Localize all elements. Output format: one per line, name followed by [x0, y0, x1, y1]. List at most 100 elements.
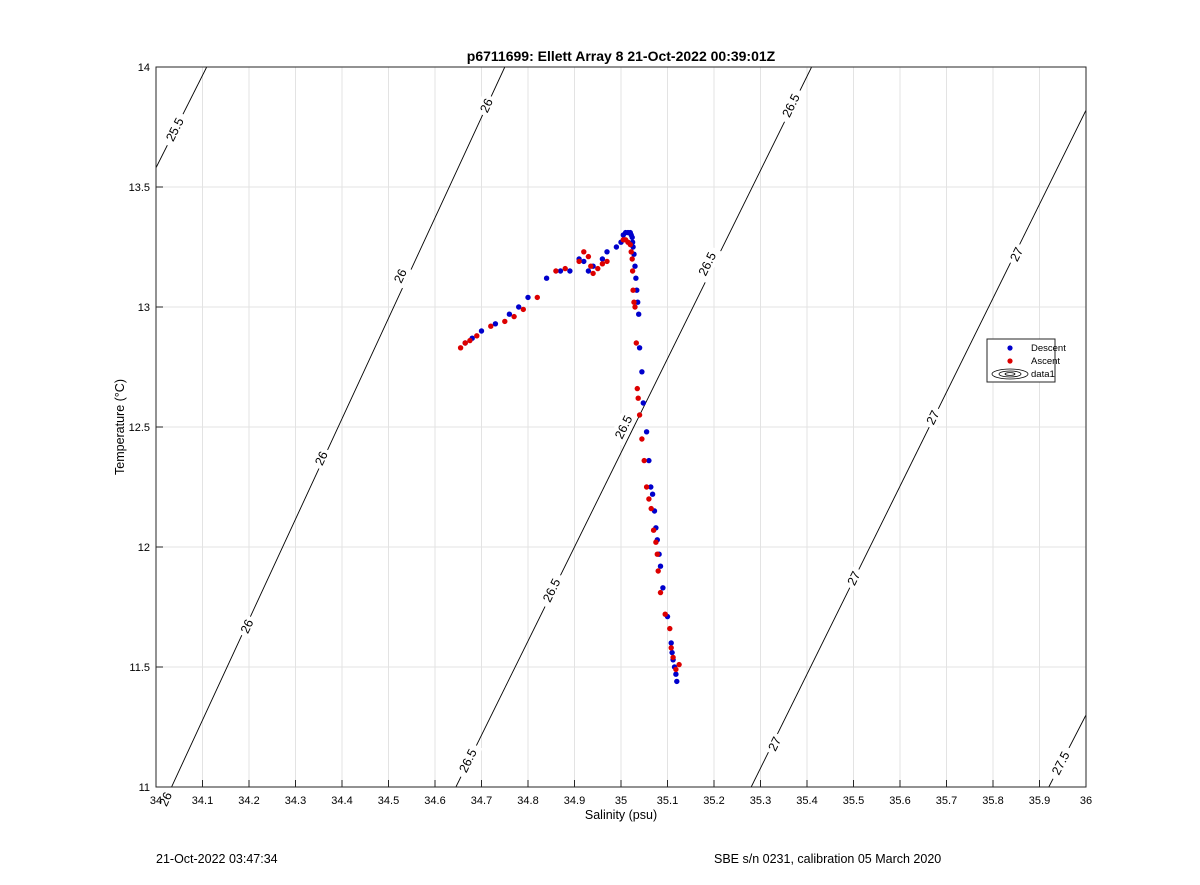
- y-axis-label: Temperature (°C): [113, 379, 127, 475]
- contour-label: 27: [762, 731, 787, 757]
- descent-point: [674, 678, 680, 685]
- x-tick-label: 35.8: [982, 795, 1003, 807]
- ascent-point: [630, 287, 636, 293]
- contour-label-text: 27: [845, 569, 864, 588]
- contour-label-bg: [692, 244, 722, 283]
- y-tick-label: 12.5: [129, 422, 150, 434]
- ascent-point: [511, 313, 517, 320]
- ascent-point: [628, 249, 634, 255]
- descent-point: [648, 484, 654, 490]
- contour-label-bg: [235, 613, 259, 639]
- legend-ascent-marker: [1007, 358, 1013, 364]
- ascent-point: [534, 294, 540, 301]
- ascent-point: [633, 340, 639, 346]
- x-tick-label: 34.2: [238, 795, 259, 807]
- ascent-point: [562, 265, 568, 272]
- ascent-point: [639, 436, 645, 442]
- contour-label-bg: [159, 110, 190, 149]
- ascent-point: [670, 654, 676, 661]
- ascent-point: [636, 412, 643, 418]
- footer-timestamp: 21-Oct-2022 03:47:34: [156, 852, 278, 866]
- x-tick-label: 34.9: [564, 795, 585, 807]
- descent-point: [634, 287, 640, 293]
- ascent-point: [620, 237, 626, 243]
- ascent-point: [676, 661, 682, 668]
- ascent-point: [646, 496, 652, 502]
- ascent-point: [629, 268, 636, 274]
- x-tick-label: 35.2: [703, 795, 724, 807]
- contour-label-bg: [309, 445, 333, 471]
- x-tick-label: 35.1: [657, 795, 678, 807]
- ascent-point: [654, 551, 660, 557]
- ascent-point: [653, 539, 659, 545]
- descent-point: [585, 268, 592, 274]
- x-tick-label: 35.9: [1029, 795, 1050, 807]
- contour-label-text: 26: [156, 790, 175, 809]
- ascent-point: [581, 249, 587, 255]
- ascent-point: [629, 256, 635, 262]
- legend-contour-icon: [991, 368, 1029, 380]
- descent-point: [543, 275, 550, 281]
- descent-point: [668, 640, 674, 646]
- ascent-point: [668, 645, 674, 651]
- descent-point: [604, 249, 610, 255]
- legend[interactable]: Descent Ascent data1: [986, 338, 1066, 383]
- contour-label-bg: [536, 571, 567, 610]
- contour-label-text: 27: [924, 408, 943, 427]
- descent-point: [633, 275, 639, 281]
- contour-label-text: 27: [765, 735, 784, 754]
- ascent-point: [650, 527, 657, 533]
- ascent-point: [604, 258, 610, 265]
- descent-point: [660, 585, 666, 591]
- contour-label-bg: [1045, 743, 1076, 783]
- contour-labels: 25.5262626262626.526.526.526.526.5272727…: [153, 86, 1076, 812]
- ascent-point: [467, 337, 473, 344]
- x-tick-label: 36: [1080, 795, 1092, 807]
- contour-label: 26: [153, 786, 177, 812]
- y-tick-label: 14: [138, 62, 150, 74]
- descent-point: [492, 321, 499, 327]
- descent-point: [557, 268, 564, 274]
- y-tick-label: 11: [139, 782, 150, 794]
- contour-label-bg: [775, 86, 806, 125]
- ascent-point: [599, 261, 606, 267]
- descent-point: [478, 328, 485, 334]
- contour-label-bg: [474, 92, 498, 119]
- ascent-point: [474, 333, 480, 339]
- data-points: [457, 229, 682, 685]
- x-tick-label: 35.4: [796, 795, 817, 807]
- contour-label: 26: [309, 445, 333, 471]
- contour-label-bg: [762, 731, 787, 757]
- x-tick-label: 35: [615, 795, 627, 807]
- ascent-point: [667, 625, 673, 632]
- descent-point: [516, 304, 522, 310]
- ascent-point: [635, 395, 641, 401]
- axis-ticks: 34 34.1 34.2 34.3 34.4 34.5 34.6 34.7 34.8 34.9 35…: [129, 62, 1093, 807]
- legend-data1-label: data1: [1031, 369, 1055, 380]
- contour-label-bg: [153, 786, 177, 812]
- contour-line-26: [171, 67, 506, 787]
- descent-point: [636, 345, 643, 351]
- x-tick-label: 34.8: [517, 795, 538, 807]
- legend-descent-label: Descent: [1031, 343, 1066, 354]
- series-ascent: [457, 237, 682, 673]
- contour-label-text: 26: [238, 617, 257, 636]
- y-tick-label: 12: [138, 542, 150, 554]
- contour-label: 26: [235, 613, 259, 639]
- contour-label-bg: [452, 741, 483, 780]
- ascent-point: [648, 505, 654, 512]
- ascent-point: [641, 457, 647, 464]
- descent-point: [646, 457, 652, 464]
- descent-point: [643, 429, 650, 435]
- y-tick-label: 11.5: [129, 662, 150, 674]
- descent-point: [613, 244, 620, 250]
- y-tick-label: 13.5: [129, 182, 150, 194]
- ascent-point: [657, 589, 664, 596]
- ascent-point: [502, 318, 508, 325]
- ascent-point: [576, 258, 582, 265]
- legend-ascent-label: Ascent: [1031, 356, 1060, 367]
- x-tick-label: 35.3: [750, 795, 771, 807]
- ascent-point: [662, 611, 668, 617]
- contour-label: 26: [474, 92, 498, 119]
